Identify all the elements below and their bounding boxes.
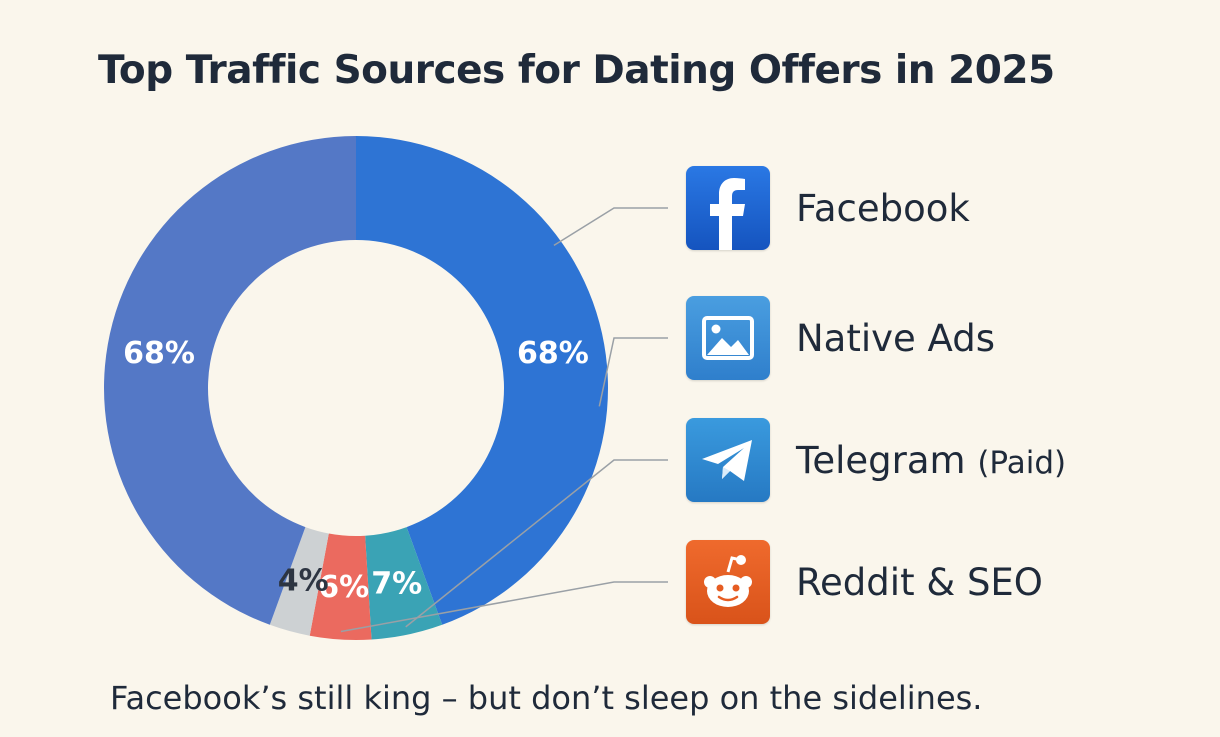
legend-item-native-ads: Native Ads bbox=[686, 296, 995, 380]
reddit-icon bbox=[686, 540, 770, 624]
slice-label-1: 7% bbox=[371, 566, 422, 601]
leader-line-3 bbox=[340, 581, 668, 633]
legend-label-telegram-sub: (Paid) bbox=[977, 444, 1067, 481]
image-icon bbox=[686, 296, 770, 380]
slice-labels: 68% 7%6%4% 68% bbox=[123, 336, 589, 605]
legend-item-reddit-seo: Reddit & SEO bbox=[686, 540, 1043, 624]
chart-caption: Facebook’s still king – but don’t sleep … bbox=[110, 679, 983, 717]
leader-line-0 bbox=[553, 207, 668, 246]
donut-slice-4 bbox=[103, 136, 356, 625]
slice-label-0: 68% bbox=[517, 336, 589, 371]
donut-slice-0 bbox=[356, 136, 609, 625]
legend-label-telegram: Telegram (Paid) bbox=[796, 439, 1066, 482]
legend-label-native-ads: Native Ads bbox=[796, 316, 995, 360]
chart-title: Top Traffic Sources for Dating Offers in… bbox=[98, 48, 1055, 93]
legend-label-telegram-main: Telegram bbox=[796, 438, 966, 482]
legend-label-facebook: Facebook bbox=[796, 186, 970, 230]
slice-label-4: 68% bbox=[123, 336, 195, 371]
facebook-icon bbox=[686, 166, 770, 250]
telegram-icon bbox=[686, 418, 770, 502]
donut-slice-2 bbox=[309, 533, 372, 640]
leader-line-2 bbox=[405, 459, 668, 628]
donut-slices bbox=[103, 136, 609, 640]
legend-connectors bbox=[340, 207, 668, 633]
slice-label-3: 4% bbox=[278, 563, 329, 598]
legend-item-telegram: Telegram (Paid) bbox=[686, 418, 1066, 502]
donut-slice-3 bbox=[269, 527, 329, 636]
leader-line-1 bbox=[598, 337, 668, 407]
legend-item-facebook: Facebook bbox=[686, 166, 970, 250]
slice-label-2: 6% bbox=[318, 570, 369, 605]
legend-label-reddit-seo: Reddit & SEO bbox=[796, 560, 1043, 604]
donut-slice-1 bbox=[365, 527, 443, 640]
